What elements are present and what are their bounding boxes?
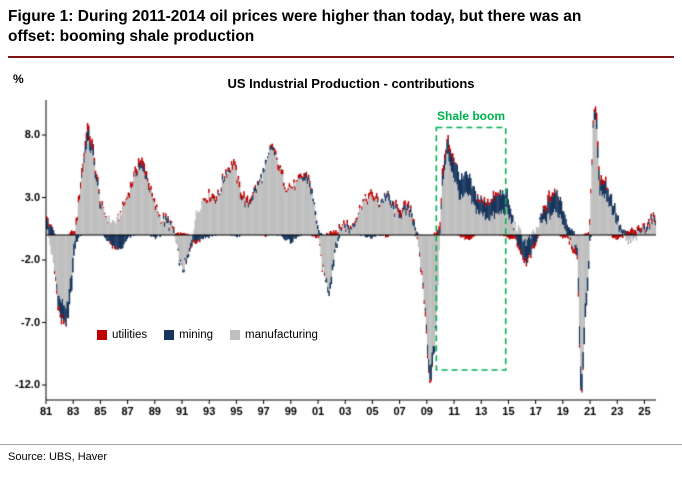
source-rule (0, 444, 682, 445)
source-text: Source: UBS, Haver (8, 451, 108, 463)
legend-label-manufacturing: manufacturing (245, 329, 318, 341)
industrial-production-canvas (0, 62, 682, 444)
shale-boom-label: Shale boom (436, 109, 505, 123)
chart-legend: utilities mining manufacturing (97, 329, 318, 341)
figure-title: Figure 1: During 2011-2014 oil prices we… (8, 8, 582, 46)
chart-title: US Industrial Production - contributions (227, 76, 475, 91)
y-axis-unit-label: % (13, 72, 24, 86)
legend-item-mining: mining (164, 329, 213, 341)
legend-item-utilities: utilities (97, 329, 147, 341)
utilities-swatch (97, 330, 107, 340)
legend-item-manufacturing: manufacturing (230, 329, 318, 341)
header-rule (8, 56, 674, 58)
legend-label-mining: mining (179, 329, 214, 341)
legend-label-utilities: utilities (112, 329, 148, 341)
manufacturing-swatch (230, 330, 241, 340)
industrial-production-chart: % US Industrial Production - contributio… (0, 62, 682, 444)
mining-swatch (164, 330, 175, 340)
